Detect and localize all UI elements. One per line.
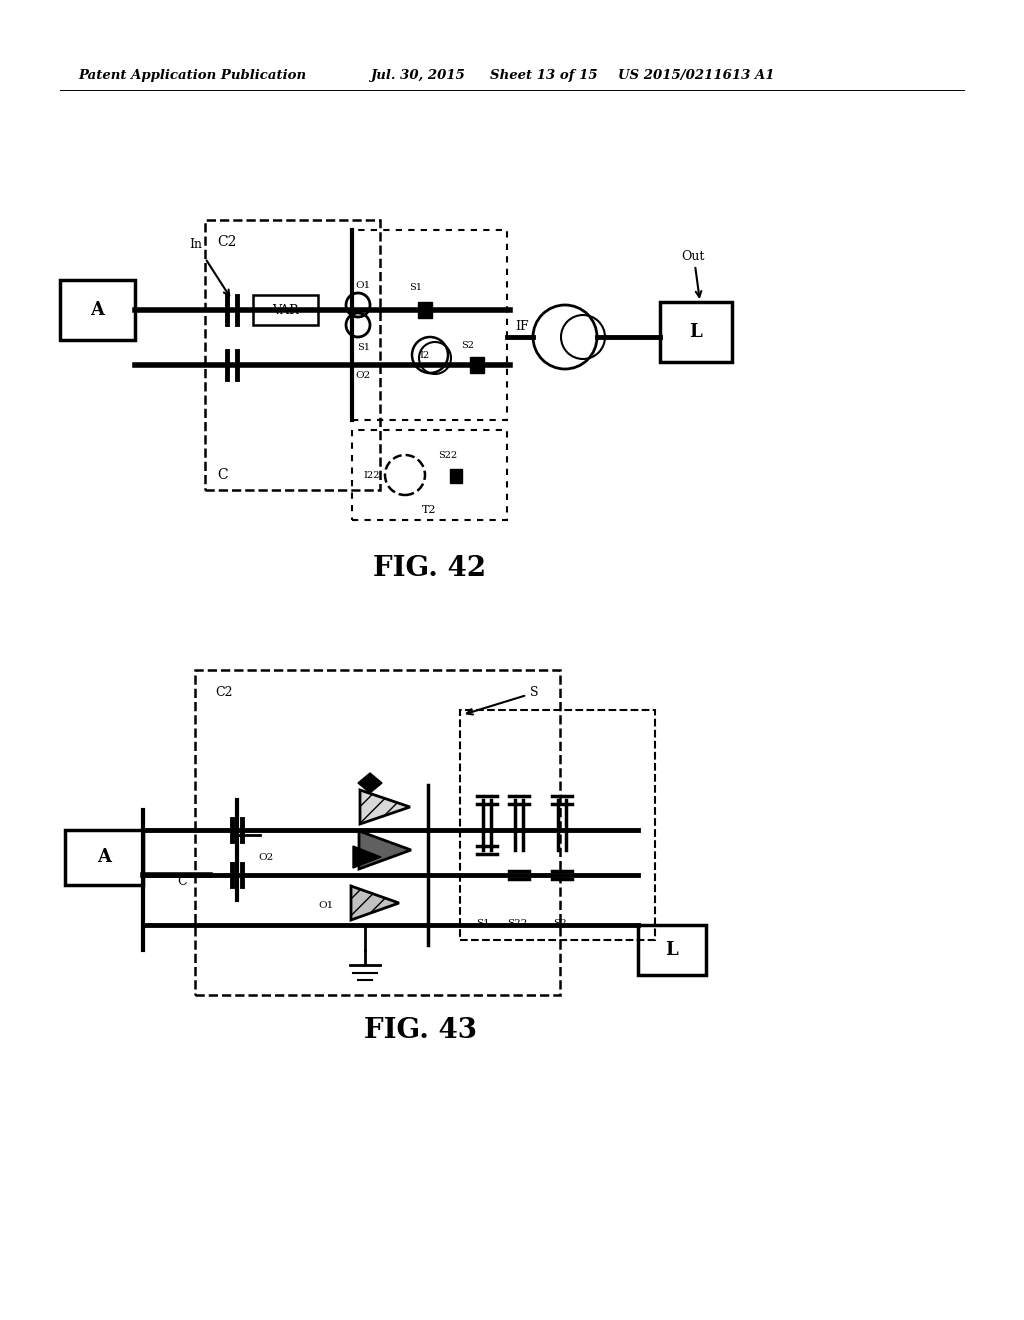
Bar <box>638 925 706 975</box>
Text: I2: I2 <box>420 351 430 359</box>
Text: Out: Out <box>681 251 705 264</box>
Text: S1: S1 <box>476 919 489 928</box>
Text: C: C <box>217 469 227 482</box>
Text: T2: T2 <box>422 506 437 515</box>
Text: IF: IF <box>515 321 528 334</box>
Text: C: C <box>177 875 186 888</box>
Text: L: L <box>666 941 678 960</box>
Bar <box>205 220 380 490</box>
Text: I22: I22 <box>364 470 380 479</box>
Polygon shape <box>360 789 410 824</box>
Bar <box>470 356 484 374</box>
Text: S22: S22 <box>507 919 527 928</box>
Text: In: In <box>189 238 203 251</box>
Bar <box>450 469 462 483</box>
Bar <box>60 280 135 341</box>
Text: Jul. 30, 2015: Jul. 30, 2015 <box>370 69 465 82</box>
Text: VAR: VAR <box>272 304 299 317</box>
Polygon shape <box>353 846 381 869</box>
Text: S2: S2 <box>462 341 474 350</box>
Text: S: S <box>530 686 539 700</box>
Text: O2: O2 <box>355 371 371 380</box>
Bar <box>460 710 655 940</box>
Text: US 2015/0211613 A1: US 2015/0211613 A1 <box>618 69 774 82</box>
Text: FIG. 43: FIG. 43 <box>364 1016 476 1044</box>
Bar <box>195 671 560 995</box>
Text: C2: C2 <box>217 235 237 249</box>
Text: L: L <box>689 323 702 341</box>
Text: S22: S22 <box>438 450 458 459</box>
Bar <box>352 230 507 420</box>
Text: S1: S1 <box>357 343 370 352</box>
Bar <box>253 294 318 325</box>
Polygon shape <box>351 886 399 920</box>
Text: O1: O1 <box>318 900 333 909</box>
Text: O2: O2 <box>258 853 273 862</box>
Bar <box>352 430 507 520</box>
Text: A: A <box>97 847 111 866</box>
Text: S1: S1 <box>410 284 423 293</box>
Polygon shape <box>358 774 382 793</box>
Bar <box>660 302 732 362</box>
Bar <box>65 830 143 884</box>
Bar <box>418 302 432 318</box>
Polygon shape <box>359 832 411 869</box>
Text: C2: C2 <box>215 685 232 698</box>
Text: Sheet 13 of 15: Sheet 13 of 15 <box>490 69 598 82</box>
Text: O1: O1 <box>355 281 371 289</box>
Text: Patent Application Publication: Patent Application Publication <box>78 69 306 82</box>
Text: FIG. 42: FIG. 42 <box>374 554 486 582</box>
Text: A: A <box>90 301 104 319</box>
Text: S2: S2 <box>553 919 567 928</box>
